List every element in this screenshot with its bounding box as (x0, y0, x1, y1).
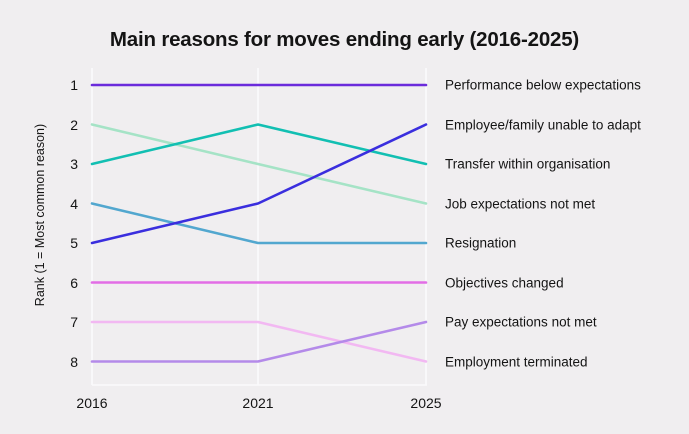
series-line (90, 320, 428, 363)
y-tick-label: 1 (70, 77, 78, 93)
x-tick-label: 2025 (410, 395, 442, 411)
y-tick-label: 5 (70, 235, 78, 251)
series-end-label: Performance below expectations (445, 77, 641, 93)
series-line (90, 123, 428, 166)
series-line (90, 202, 428, 245)
series-end-label: Transfer within organisation (445, 156, 611, 172)
y-tick-label: 6 (70, 274, 78, 291)
chart-title: Main reasons for moves ending early (201… (109, 28, 580, 51)
series-line (90, 320, 428, 363)
series-line (90, 123, 428, 245)
series-end-label: Job expectations not met (445, 196, 596, 211)
y-tick-label: 3 (70, 156, 78, 172)
y-tick-label: 7 (70, 314, 78, 330)
series-end-label: Objectives changed (445, 275, 564, 290)
series-line (90, 123, 428, 205)
series-end-label: Resignation (445, 235, 517, 251)
x-tick-label: 2016 (76, 395, 108, 411)
series-end-label: Employee/family unable to adapt (445, 117, 641, 132)
y-tick-label: 4 (70, 195, 78, 212)
y-tick-label: 8 (70, 353, 78, 370)
y-tick-label: 2 (70, 116, 78, 133)
series-end-label: Pay expectations not met (445, 314, 597, 330)
series-end-label: Employment terminated (445, 354, 588, 369)
x-tick-label: 2021 (242, 395, 274, 411)
